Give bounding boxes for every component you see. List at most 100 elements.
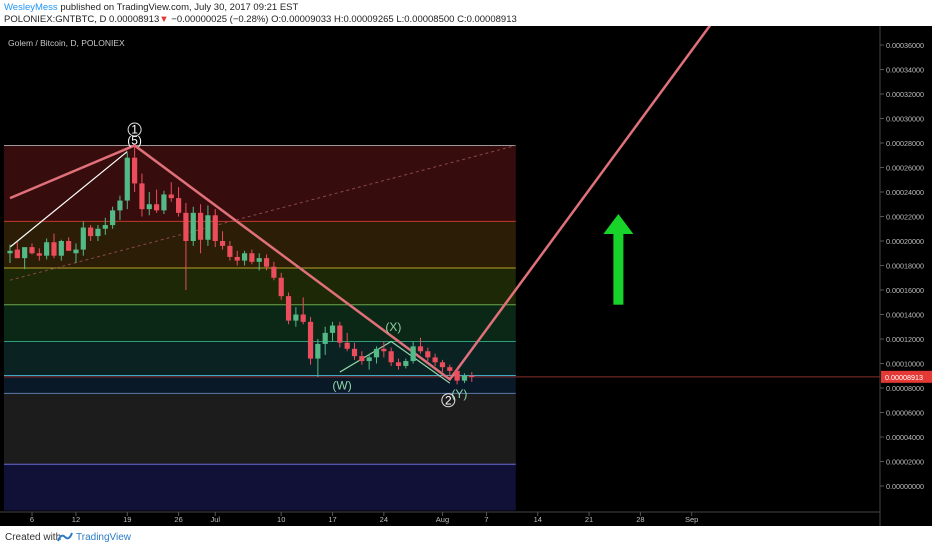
x-tick-label: 6	[30, 515, 34, 524]
candle-body	[329, 325, 336, 333]
candle-body	[219, 241, 226, 246]
candle-body	[110, 210, 116, 226]
arrow-up-icon	[603, 214, 634, 235]
candle-body	[29, 247, 35, 254]
candle-body	[190, 212, 196, 241]
y-tick-label: 0.00000000	[886, 482, 924, 491]
trend-line-projection	[9, 19, 715, 382]
y-tick-label: 0.00006000	[886, 409, 924, 418]
candle-body	[322, 332, 328, 344]
y-tick-label: 0.00022000	[886, 213, 924, 222]
symbol-info: POLONIEX:GNTBTC, D 0.00008913▼ −0.000000…	[4, 14, 517, 25]
down-arrow-icon: ▼	[159, 14, 169, 25]
author-link[interactable]: WesleyMess	[4, 2, 58, 13]
wave-circle	[441, 393, 456, 408]
candle-body	[117, 200, 123, 211]
x-tick-label: 19	[123, 515, 131, 524]
candle-body	[417, 346, 424, 352]
candle-body	[241, 253, 248, 261]
fib-band	[4, 267, 516, 305]
x-tick-label: 28	[636, 515, 644, 524]
candle-body	[285, 296, 292, 321]
candle-body	[175, 198, 182, 213]
chart-header: WesleyMess published on TradingView.com,…	[0, 0, 932, 26]
candle-body	[249, 253, 255, 262]
candle-body	[278, 277, 284, 297]
tradingview-brand[interactable]: TradingView	[76, 532, 132, 543]
price-change: −0.00000025 (−0.28%)	[171, 14, 269, 25]
x-tick-label: 7	[484, 515, 488, 524]
y-tick-label: 0.00016000	[886, 286, 924, 295]
candle-body	[146, 204, 152, 210]
candle-body	[300, 314, 306, 322]
candle-body	[447, 367, 453, 371]
fib-band	[4, 464, 516, 511]
x-tick-label: 17	[328, 515, 336, 524]
x-tick-label: Sep	[685, 515, 698, 524]
candle-body	[36, 253, 42, 256]
ohlc-values: O:0.00009033 H:0.00009265 L:0.00008500 C…	[271, 14, 517, 25]
y-tick-label: 0.00026000	[886, 164, 924, 173]
footer: Created with TradingView	[0, 526, 932, 550]
candle-body	[95, 228, 101, 237]
candle-body	[271, 266, 277, 278]
arrow-shaft	[613, 232, 624, 305]
price-chart[interactable]: 1(5) (X) (W) (Y)2 0.00036000 0.00034000 0.0003…	[0, 19, 932, 526]
y-tick-label: 0.00024000	[886, 188, 924, 197]
candle-body	[66, 241, 72, 251]
candle-body	[132, 157, 138, 184]
candle-body	[212, 215, 218, 241]
candle-body	[359, 356, 365, 362]
candle-body	[234, 256, 240, 261]
x-tick-label: 12	[72, 515, 80, 524]
y-tick-label: 0.00010000	[886, 360, 924, 369]
candle-body	[44, 242, 50, 256]
candle-body	[73, 249, 79, 254]
candle-body	[469, 375, 475, 377]
y-tick-label: 0.00028000	[886, 139, 924, 148]
x-tick-label: Jul	[210, 515, 220, 524]
candle-body	[51, 242, 57, 256]
created-with-text: Created with	[5, 532, 62, 543]
y-tick-label: 0.00014000	[886, 311, 924, 320]
x-tick-label: 10	[277, 515, 285, 524]
x-tick-label: 26	[174, 515, 182, 524]
candle-body	[454, 370, 460, 381]
candle-body	[154, 204, 160, 211]
x-tick-label: 14	[534, 515, 542, 524]
candle-body	[432, 357, 438, 363]
candle-body	[7, 250, 13, 254]
fib-band	[4, 393, 516, 465]
wave-label: (X)	[385, 320, 401, 334]
y-tick-label: 0.00034000	[886, 66, 924, 75]
candle-body	[124, 157, 130, 201]
candle-body	[388, 351, 394, 363]
candle-body	[439, 362, 446, 368]
fib-band	[4, 304, 516, 342]
candle-body	[410, 346, 416, 362]
y-tick-label: 0.00018000	[886, 262, 924, 271]
last-price-label: 0.00008913	[885, 373, 923, 382]
candle-body	[403, 361, 409, 366]
fib-band	[4, 375, 516, 394]
candle-body	[425, 351, 431, 358]
wave-label: (5)	[127, 134, 142, 148]
chart-area[interactable]: 1 (5) (X) (W) (Y) 2 0.00036000 0.00034000 0.0003…	[0, 19, 932, 526]
candle-body	[307, 321, 314, 359]
candle-body	[461, 375, 468, 381]
wave-label: 2	[445, 393, 452, 407]
candle-body	[256, 258, 262, 262]
y-tick-label: 0.00008000	[886, 384, 924, 393]
candle-body	[293, 314, 299, 321]
y-tick-label: 0.00032000	[886, 90, 924, 99]
wave-label: (W)	[332, 379, 351, 393]
last-price-badge	[881, 370, 932, 383]
candle-body	[58, 241, 64, 256]
wave-label: 1	[131, 123, 138, 137]
candle-body	[344, 342, 350, 349]
wave-circle	[127, 122, 142, 137]
candle-body	[337, 325, 343, 343]
x-tick-label: 24	[380, 515, 388, 524]
x-tick-label: 21	[585, 515, 593, 524]
tradingview-logo-icon	[57, 532, 73, 542]
